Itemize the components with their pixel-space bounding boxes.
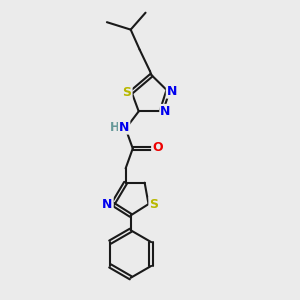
Text: H: H [110,121,119,134]
Text: O: O [152,140,163,154]
Text: S: S [123,85,132,98]
Text: S: S [149,198,158,211]
Text: N: N [102,198,113,211]
Text: N: N [167,85,177,98]
Text: N: N [160,105,171,118]
Text: N: N [119,121,129,134]
